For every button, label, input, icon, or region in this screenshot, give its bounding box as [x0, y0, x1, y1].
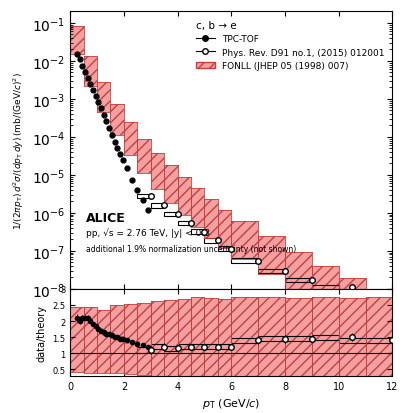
- Bar: [100, 329, 102, 333]
- Bar: [111, 333, 113, 338]
- Bar: [151, 344, 164, 349]
- Bar: [258, 269, 285, 273]
- Y-axis label: $1/(2\pi p_{\rm T})\,d^2\sigma/(dp_{\rm T}\,dy)\,({\rm mb}/({\rm GeV}/c)^2)$: $1/(2\pi p_{\rm T})\,d^2\sigma/(dp_{\rm …: [12, 72, 26, 230]
- Bar: [95, 96, 97, 97]
- Bar: [89, 319, 92, 323]
- Bar: [164, 212, 178, 216]
- Bar: [141, 200, 144, 201]
- Bar: [119, 337, 121, 341]
- Bar: [204, 344, 218, 349]
- Bar: [339, 294, 392, 299]
- Bar: [231, 338, 258, 343]
- Bar: [89, 84, 92, 85]
- Bar: [258, 336, 285, 342]
- Bar: [84, 72, 86, 73]
- Bar: [125, 168, 128, 169]
- Bar: [78, 319, 81, 323]
- Bar: [84, 316, 86, 320]
- Text: ALICE: ALICE: [86, 211, 126, 225]
- Bar: [141, 343, 144, 348]
- Bar: [178, 344, 191, 349]
- Bar: [76, 316, 78, 320]
- Bar: [312, 285, 339, 290]
- Bar: [147, 210, 150, 211]
- Bar: [218, 247, 231, 252]
- Bar: [100, 108, 102, 109]
- Bar: [95, 324, 97, 328]
- Bar: [102, 330, 105, 335]
- Bar: [92, 90, 95, 91]
- Bar: [86, 316, 89, 320]
- Bar: [119, 154, 121, 155]
- Bar: [116, 148, 119, 150]
- Bar: [102, 115, 105, 116]
- Bar: [116, 335, 119, 339]
- Y-axis label: data/theory: data/theory: [37, 304, 47, 361]
- Bar: [97, 102, 100, 103]
- Bar: [191, 230, 204, 235]
- Bar: [121, 337, 124, 341]
- Bar: [97, 327, 100, 332]
- Bar: [285, 278, 312, 282]
- Bar: [231, 259, 258, 263]
- Text: additional 1.9% normalization uncertainty (not shown): additional 1.9% normalization uncertaint…: [86, 245, 297, 254]
- Bar: [86, 78, 89, 79]
- Text: pp, √s = 2.76 TeV, |y| < 0.8: pp, √s = 2.76 TeV, |y| < 0.8: [86, 228, 210, 238]
- Bar: [191, 344, 204, 349]
- Bar: [81, 66, 84, 67]
- Bar: [105, 121, 108, 122]
- Bar: [164, 346, 178, 351]
- Bar: [125, 338, 128, 343]
- X-axis label: $p_{\rm T}$ (GeV/$c$): $p_{\rm T}$ (GeV/$c$): [202, 396, 261, 410]
- Bar: [78, 60, 81, 61]
- Bar: [178, 221, 191, 225]
- Bar: [312, 335, 339, 340]
- Bar: [137, 194, 151, 199]
- Bar: [137, 348, 151, 353]
- Bar: [105, 332, 108, 336]
- Bar: [111, 135, 113, 136]
- Bar: [147, 345, 150, 349]
- Bar: [218, 344, 231, 349]
- Bar: [285, 336, 312, 342]
- Bar: [108, 332, 111, 336]
- Legend: TPC-TOF, Phys. Rev. D91 no.1, (2015) 012001, FONLL (JHEP 05 (1998) 007): TPC-TOF, Phys. Rev. D91 no.1, (2015) 012…: [193, 17, 388, 74]
- Bar: [92, 322, 95, 327]
- Bar: [108, 128, 111, 129]
- Bar: [136, 190, 139, 191]
- Bar: [131, 340, 133, 344]
- Bar: [113, 335, 116, 339]
- Bar: [151, 204, 164, 208]
- Bar: [204, 239, 218, 243]
- Bar: [339, 338, 392, 343]
- Bar: [81, 316, 84, 320]
- Bar: [136, 342, 139, 346]
